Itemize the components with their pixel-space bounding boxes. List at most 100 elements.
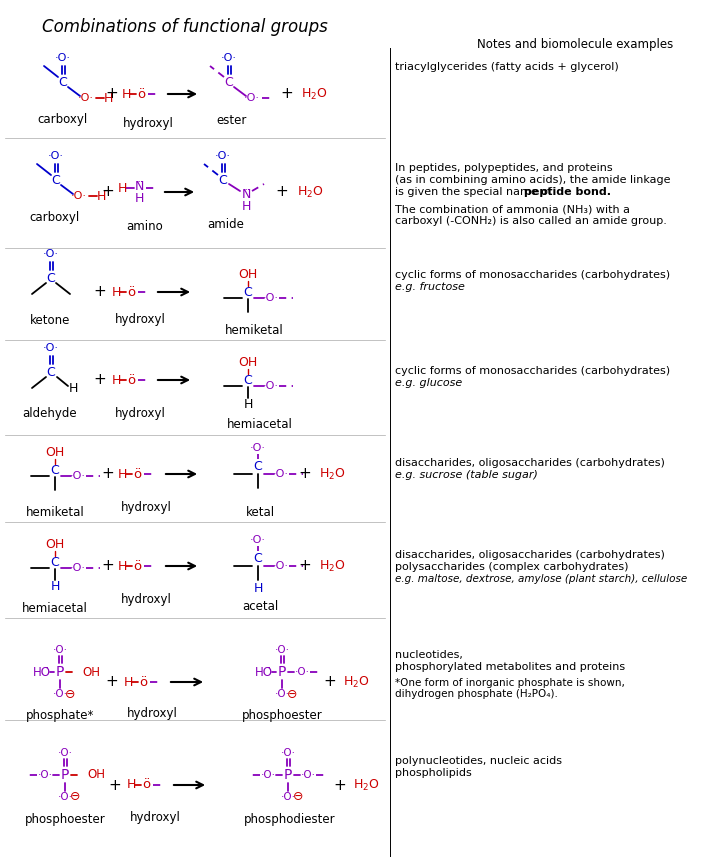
Text: C: C [224, 76, 234, 89]
Text: H: H [112, 286, 121, 298]
Text: P: P [56, 665, 64, 679]
Text: ·O·: ·O· [215, 151, 231, 161]
Text: carboxyl: carboxyl [37, 114, 87, 126]
Text: polysaccharides (complex carbohydrates): polysaccharides (complex carbohydrates) [395, 562, 628, 572]
Text: P: P [278, 665, 286, 679]
Text: e.g. glucose: e.g. glucose [395, 378, 462, 388]
Text: nucleotides,: nucleotides, [395, 650, 463, 660]
Text: ö: ö [133, 560, 141, 573]
Text: ·O·: ·O· [70, 471, 86, 481]
Text: (as in combining amino acids), the amide linkage: (as in combining amino acids), the amide… [395, 175, 670, 185]
Text: C: C [52, 174, 60, 187]
Text: H$_2$O: H$_2$O [343, 674, 369, 690]
Text: ⊖: ⊖ [70, 790, 80, 803]
Text: ·O·: ·O· [295, 667, 310, 677]
Text: H: H [118, 468, 127, 481]
Text: +: + [275, 185, 288, 200]
Text: ö: ö [137, 88, 145, 101]
Text: ·O·: ·O· [71, 191, 87, 201]
Text: H$_2$O: H$_2$O [319, 558, 345, 574]
Text: ·O·: ·O· [263, 381, 279, 391]
Text: C: C [253, 551, 263, 564]
Text: ·O·: ·O· [261, 770, 275, 780]
Text: HȮ: HȮ [33, 666, 51, 679]
Text: +: + [324, 674, 337, 690]
Text: ö: ö [142, 778, 150, 791]
Text: e.g. fructose: e.g. fructose [395, 282, 465, 292]
Text: hydroxyl: hydroxyl [126, 708, 178, 721]
Text: N̈: N̈ [241, 187, 251, 200]
Text: +: + [102, 558, 114, 574]
Text: ·O·: ·O· [273, 469, 289, 479]
Text: ö: ö [127, 373, 135, 386]
Text: phosphoester: phosphoester [241, 710, 322, 722]
Text: ·O·: ·O· [221, 53, 237, 63]
Text: cyclic forms of monosaccharides (carbohydrates): cyclic forms of monosaccharides (carbohy… [395, 270, 670, 280]
Text: hemiketal: hemiketal [26, 506, 84, 519]
Text: C: C [47, 272, 55, 285]
Text: P: P [284, 768, 293, 782]
Text: ·O·: ·O· [275, 645, 290, 655]
Text: hydroxyl: hydroxyl [129, 810, 180, 824]
Text: e.g. sucrose (table sugar): e.g. sucrose (table sugar) [395, 470, 538, 480]
Text: amide: amide [207, 218, 244, 230]
Text: H: H [134, 193, 143, 206]
Text: +: + [109, 777, 121, 793]
Text: ⊖: ⊖ [65, 687, 75, 701]
Text: hemiacetal: hemiacetal [227, 417, 293, 431]
Text: C: C [244, 373, 252, 386]
Text: ·O·: ·O· [43, 343, 59, 353]
Text: H: H [68, 382, 77, 395]
Text: acetal: acetal [242, 599, 278, 612]
Text: peptide bond.: peptide bond. [524, 187, 611, 197]
Text: ⊖: ⊖ [287, 687, 297, 701]
Text: H: H [122, 88, 131, 101]
Text: Notes and biomolecule examples: Notes and biomolecule examples [477, 38, 673, 51]
Text: *One form of inorganic phosphate is shown,: *One form of inorganic phosphate is show… [395, 678, 625, 688]
Text: +: + [94, 372, 106, 388]
Text: ö: ö [127, 286, 135, 298]
Text: C: C [244, 286, 252, 298]
Text: OH: OH [239, 355, 258, 368]
Text: ·O·: ·O· [263, 293, 279, 303]
Text: H$_2$O: H$_2$O [297, 184, 323, 200]
Text: +: + [94, 285, 106, 299]
Text: C: C [50, 556, 60, 568]
Text: Combinations of functional groups: Combinations of functional groups [42, 18, 328, 36]
Text: OH: OH [45, 538, 65, 550]
Text: +: + [334, 777, 346, 793]
Text: ·O·: ·O· [78, 93, 94, 103]
Text: H: H [241, 200, 251, 212]
Text: ·O·: ·O· [53, 689, 67, 699]
Text: aldehyde: aldehyde [23, 408, 77, 421]
Text: +: + [106, 674, 119, 690]
Text: triacylglycerides (fatty acids + glycerol): triacylglycerides (fatty acids + glycero… [395, 62, 618, 72]
Text: C: C [47, 366, 55, 378]
Text: H$_2$O: H$_2$O [319, 466, 345, 482]
Text: ·O·: ·O· [58, 792, 72, 802]
Text: H: H [118, 181, 127, 194]
Text: +: + [299, 558, 312, 574]
Text: phospholipids: phospholipids [395, 768, 471, 778]
Text: H: H [124, 675, 133, 689]
Text: amino: amino [126, 219, 163, 232]
Text: +: + [280, 87, 293, 101]
Text: carboxyl (-CONH₂) is also called an amide group.: carboxyl (-CONH₂) is also called an amid… [395, 216, 667, 226]
Text: The combination of ammonia (NH₃) with a: The combination of ammonia (NH₃) with a [395, 205, 630, 215]
Text: C: C [59, 76, 67, 89]
Text: H$_2$O: H$_2$O [301, 87, 327, 101]
Text: H: H [253, 581, 263, 594]
Text: ·O·: ·O· [244, 93, 260, 103]
Text: ·O·: ·O· [48, 151, 64, 161]
Text: H: H [104, 91, 113, 105]
Text: phosphate*: phosphate* [26, 710, 94, 722]
Text: carboxyl: carboxyl [30, 212, 80, 224]
Text: ·O·: ·O· [275, 689, 290, 699]
Text: cyclic forms of monosaccharides (carbohydrates): cyclic forms of monosaccharides (carbohy… [395, 366, 670, 376]
Text: ·O·: ·O· [53, 645, 67, 655]
Text: C: C [50, 464, 60, 476]
Text: ⊖: ⊖ [293, 790, 303, 803]
Text: H$_2$O: H$_2$O [353, 777, 379, 793]
Text: +: + [102, 466, 114, 482]
Text: hemiacetal: hemiacetal [22, 601, 88, 615]
